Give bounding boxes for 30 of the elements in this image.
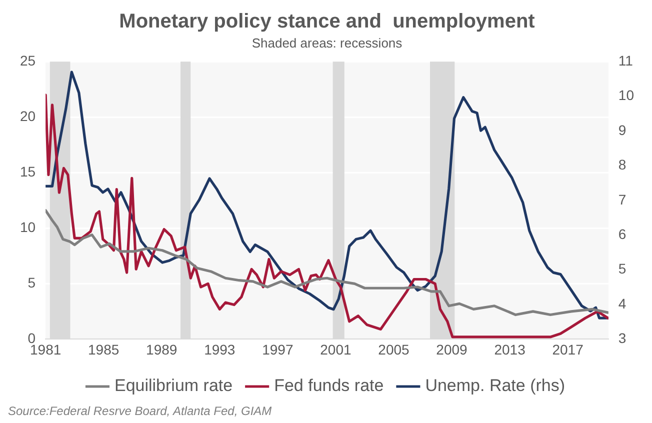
source-note: Source:Federal Resrve Board, Atlanta Fed, GIAM: [8, 404, 272, 418]
legend-label: Fed funds rate: [274, 376, 384, 396]
y-tick-label: 5: [28, 274, 36, 291]
y2-tick-label: 9: [618, 122, 626, 138]
x-tick-label: 2001: [320, 341, 352, 358]
y-tick-label: 0: [28, 330, 36, 346]
legend-label: Unemp. Rate (rhs): [425, 376, 566, 396]
x-tick-label: 2009: [436, 341, 468, 358]
x-tick-label: 1997: [262, 341, 294, 358]
y2-tick-label: 8: [618, 156, 626, 173]
x-tick-label: 1985: [88, 341, 120, 358]
y2-tick-label: 11: [618, 52, 634, 68]
y2-tick-label: 10: [618, 87, 634, 104]
y-tick-label: 15: [20, 164, 36, 180]
chart-subtitle: Shaded areas: recessions: [252, 35, 403, 50]
x-tick-label: 1989: [146, 341, 178, 358]
x-tick-label: 2005: [378, 341, 410, 358]
y-tick-label: 25: [20, 52, 36, 68]
y2-tick-label: 5: [618, 260, 626, 277]
y2-tick-label: 4: [618, 295, 626, 312]
legend-label: Equilibrium rate: [114, 376, 233, 396]
y2-tick-label: 6: [618, 226, 626, 242]
chart-title: Monetary policy stance and unemployment: [119, 10, 536, 33]
y-tick-label: 20: [20, 108, 36, 124]
y-tick-label: 10: [20, 219, 36, 236]
x-tick-label: 1993: [204, 341, 236, 358]
x-tick-label: 2017: [552, 341, 584, 358]
x-tick-label: 2013: [494, 341, 526, 358]
y2-tick-label: 7: [618, 191, 626, 208]
y2-tick-label: 3: [618, 330, 626, 346]
